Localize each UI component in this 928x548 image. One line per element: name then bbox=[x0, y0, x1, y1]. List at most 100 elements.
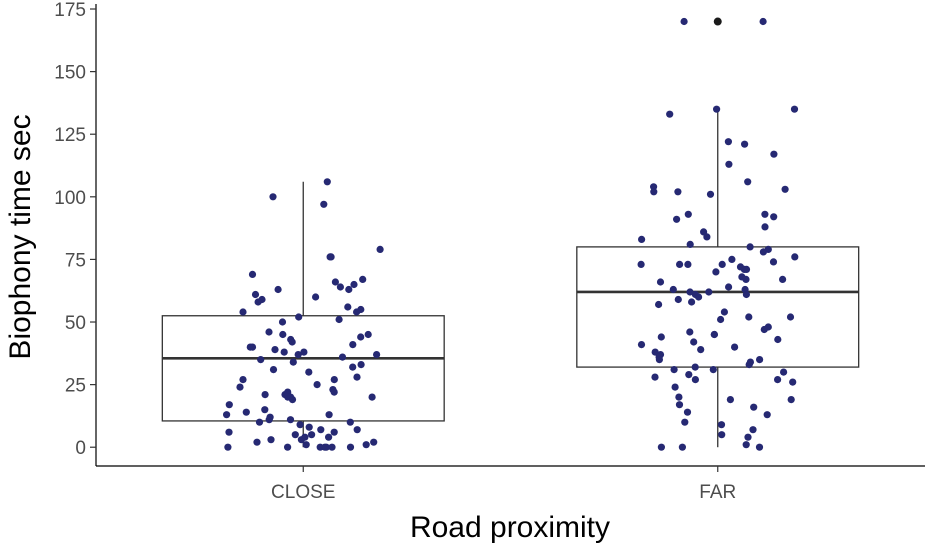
data-point-far bbox=[657, 333, 665, 341]
data-point-far bbox=[725, 283, 733, 291]
data-point-far bbox=[684, 260, 692, 268]
data-point-close bbox=[271, 346, 279, 354]
y-tick-label: 125 bbox=[54, 125, 86, 146]
data-point-close bbox=[225, 428, 233, 436]
data-point-far bbox=[691, 376, 700, 384]
x-tick-label-close: CLOSE bbox=[271, 482, 335, 503]
data-point-close bbox=[255, 418, 264, 426]
data-point-close bbox=[278, 318, 287, 326]
data-point-far bbox=[787, 396, 795, 404]
data-point-close bbox=[346, 418, 354, 426]
data-point-close bbox=[242, 408, 250, 416]
data-point-far bbox=[705, 288, 713, 296]
data-point-close bbox=[364, 330, 372, 339]
data-point-close bbox=[322, 443, 330, 451]
data-point-far bbox=[690, 338, 698, 346]
data-point-close bbox=[317, 426, 325, 434]
data-point-close bbox=[302, 441, 310, 449]
data-point-close bbox=[239, 376, 247, 384]
data-point-far bbox=[717, 421, 726, 429]
data-point-close bbox=[326, 253, 334, 261]
data-point-close bbox=[357, 361, 365, 369]
data-point-close bbox=[330, 428, 338, 436]
data-point-close bbox=[353, 308, 361, 316]
data-point-close bbox=[269, 193, 277, 201]
data-point-close bbox=[331, 278, 339, 286]
data-point-close bbox=[370, 438, 378, 446]
data-point-far bbox=[789, 378, 797, 386]
data-point-far bbox=[759, 248, 768, 256]
data-point-close bbox=[349, 363, 357, 371]
data-point-far bbox=[790, 105, 799, 113]
data-point-far bbox=[638, 235, 646, 243]
data-point-close bbox=[308, 431, 316, 439]
data-point-close bbox=[297, 436, 305, 444]
data-point-close bbox=[325, 433, 333, 441]
data-point-close bbox=[248, 270, 257, 278]
data-point-close bbox=[325, 411, 333, 419]
data-point-far bbox=[718, 431, 726, 439]
data-point-far bbox=[680, 17, 688, 26]
data-point-close bbox=[267, 436, 275, 444]
box-group-close bbox=[161, 181, 445, 448]
data-point-close bbox=[335, 315, 343, 324]
data-point-close bbox=[265, 416, 273, 424]
box-group-far bbox=[576, 17, 860, 448]
data-point-far bbox=[697, 346, 705, 354]
data-point-far bbox=[756, 356, 764, 364]
data-point-close bbox=[269, 366, 278, 374]
box-far bbox=[576, 246, 860, 368]
data-point-far bbox=[770, 150, 778, 158]
data-point-far bbox=[709, 366, 717, 374]
data-point-far bbox=[726, 396, 735, 404]
data-point-far bbox=[651, 373, 659, 381]
y-tick-label: 150 bbox=[54, 63, 86, 84]
data-point-far bbox=[712, 268, 720, 276]
data-point-far bbox=[686, 288, 694, 296]
data-point-far bbox=[725, 160, 733, 168]
data-point-close bbox=[313, 381, 321, 389]
points-close bbox=[223, 178, 384, 451]
data-point-close bbox=[291, 431, 299, 439]
y-tick-label: 100 bbox=[54, 188, 86, 209]
data-point-far bbox=[686, 328, 694, 336]
y-tick-label: 25 bbox=[65, 376, 86, 397]
data-point-far bbox=[745, 361, 753, 369]
data-point-far bbox=[695, 293, 703, 301]
data-point-close bbox=[373, 351, 381, 359]
plot-area bbox=[161, 17, 860, 451]
data-point-far bbox=[678, 443, 687, 451]
data-point-close bbox=[261, 391, 269, 399]
data-point-close bbox=[257, 356, 265, 364]
data-point-far bbox=[637, 260, 645, 268]
data-point-close bbox=[288, 396, 297, 404]
data-point-far bbox=[666, 110, 674, 118]
data-point-close bbox=[286, 416, 295, 424]
data-point-far bbox=[684, 210, 692, 218]
data-point-close bbox=[224, 443, 232, 451]
outlier-point-far bbox=[713, 17, 722, 26]
data-point-close bbox=[357, 333, 365, 341]
data-point-close bbox=[280, 348, 288, 356]
data-point-far bbox=[655, 356, 664, 364]
data-point-close bbox=[294, 351, 302, 359]
data-point-far bbox=[774, 335, 782, 344]
y-tick-label: 50 bbox=[65, 313, 86, 334]
data-point-far bbox=[686, 240, 694, 248]
data-point-far bbox=[742, 290, 751, 299]
data-point-far bbox=[781, 185, 789, 193]
data-point-close bbox=[295, 313, 303, 321]
data-point-close bbox=[289, 358, 297, 366]
y-tick-label: 175 bbox=[54, 0, 86, 21]
data-point-far bbox=[671, 383, 679, 391]
axes: 0 25 50 75 100 125 150 175 CLOSE FAR bbox=[54, 0, 925, 503]
data-point-close bbox=[296, 421, 304, 429]
data-point-close bbox=[251, 290, 260, 299]
data-point-far bbox=[744, 433, 752, 441]
data-point-close bbox=[253, 438, 261, 446]
box-close bbox=[161, 315, 445, 422]
data-point-far bbox=[755, 443, 764, 451]
data-point-close bbox=[265, 328, 273, 336]
data-point-close bbox=[330, 388, 338, 396]
